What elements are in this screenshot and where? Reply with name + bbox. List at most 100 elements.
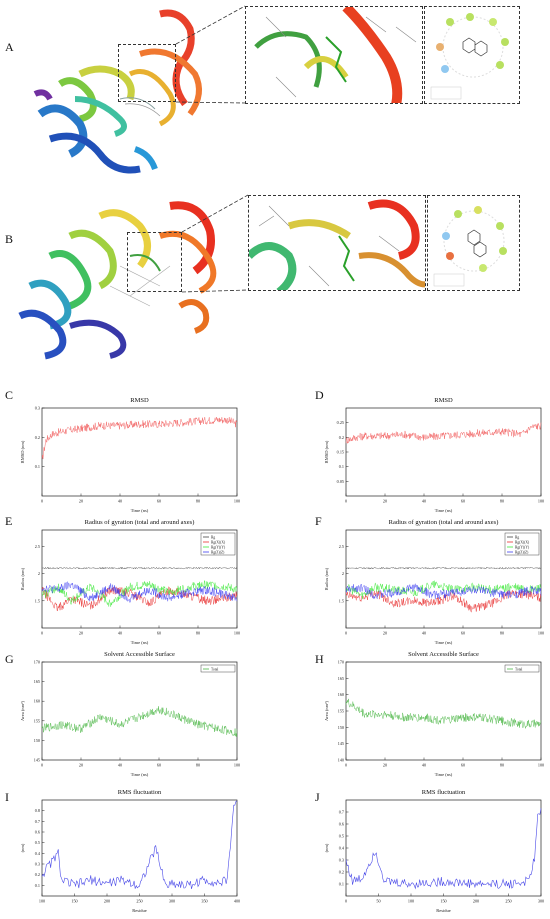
ligand-interaction-map-a	[430, 13, 509, 100]
x-axis-label: Time (ns)	[435, 772, 453, 777]
y-axis-label: (nm)	[324, 843, 329, 852]
y-tick-label: 0.6	[35, 830, 40, 835]
x-tick-label: 0	[345, 763, 347, 768]
y-tick-label: 1.5	[339, 598, 344, 603]
plot-frame	[41, 407, 238, 497]
y-tick-label: 0.2	[339, 435, 344, 440]
x-tick-label: 150	[440, 899, 446, 904]
panel-label-e: E	[5, 514, 13, 528]
chart-title: Radius of gyration (total and around axe…	[85, 519, 195, 526]
x-tick-label: 250	[136, 899, 142, 904]
legend-box	[504, 664, 540, 673]
y-tick-label: 0.1	[339, 882, 344, 887]
y-tick-label: 0.5	[35, 840, 40, 845]
chart-title: Solvent Accessible Surface	[104, 651, 175, 658]
x-tick-label: 0	[345, 899, 347, 904]
chart-svg: Solvent Accessible Surface 0 20 40 60 80 100 14…	[324, 651, 544, 777]
sasa-chart-h: Solvent Accessible Surface 0 20 40 60 80 100 14…	[322, 648, 547, 778]
x-tick-label: 80	[196, 631, 200, 636]
x-tick-label: 100	[538, 631, 544, 636]
y-tick-label: 160	[34, 699, 40, 704]
ligand-interaction-map-b	[433, 206, 507, 287]
series-line-series	[345, 808, 542, 890]
x-axis-label: Residue	[436, 908, 451, 913]
legend-box	[200, 664, 236, 673]
x-tick-label: 50	[376, 899, 380, 904]
x-tick-label: 80	[500, 763, 504, 768]
panel-label-g: G	[5, 652, 14, 666]
x-tick-label: 40	[118, 631, 122, 636]
y-tick-label: 0.8	[35, 808, 40, 813]
x-axis-label: Time (ns)	[435, 640, 453, 645]
x-axis-label: Time (ns)	[435, 508, 453, 513]
series-line-rg	[41, 566, 238, 570]
chart-svg: Solvent Accessible Surface 0 20 40 60 80 100 14…	[20, 651, 240, 777]
plot-frame	[345, 529, 542, 629]
x-tick-label: 400	[234, 899, 240, 904]
y-axis-label: Area (nm²)	[324, 701, 329, 721]
y-tick-label: 145	[34, 758, 40, 763]
y-tick-label: 140	[338, 758, 344, 763]
rmsd-chart-d: RMSD 0 20 40 60 80 100 0.05 0.1 0.15 0.2 0.25 Time (…	[322, 394, 547, 514]
y-tick-label: 160	[338, 692, 344, 697]
x-tick-label: 150	[71, 899, 77, 904]
x-tick-label: 40	[118, 499, 122, 504]
panel-label-f: F	[315, 514, 322, 528]
legend-label: Rg	[211, 535, 215, 539]
radius-of-gyration-chart-f: Radius of gyration (total and around axe…	[322, 516, 547, 646]
chart-svg: Radius of gyration (total and around axe…	[324, 519, 544, 645]
panel-label-j: J	[315, 790, 320, 804]
panel-label-d: D	[315, 388, 324, 402]
y-tick-label: 165	[338, 676, 344, 681]
series-line-rg-y-y-	[41, 580, 238, 607]
x-tick-label: 40	[118, 763, 122, 768]
y-tick-label: 2	[342, 571, 344, 576]
legend-label: Rg(Z)(Z)	[515, 550, 529, 554]
x-tick-label: 80	[196, 499, 200, 504]
binding-site-a	[254, 7, 417, 103]
y-tick-label: 155	[34, 718, 40, 723]
y-tick-label: 0.05	[337, 479, 344, 484]
x-tick-label: 0	[41, 499, 43, 504]
x-tick-label: 300	[538, 899, 544, 904]
y-tick-label: 0.25	[337, 420, 344, 425]
y-tick-label: 0.4	[339, 846, 345, 851]
x-tick-label: 60	[461, 631, 465, 636]
zoom-connector-lines-b	[181, 194, 249, 293]
y-tick-label: 0.7	[339, 810, 344, 815]
plot-frame	[41, 529, 238, 629]
y-tick-label: 150	[338, 725, 344, 730]
y-tick-label: 0.1	[35, 883, 40, 888]
y-axis-label: Radius (nm)	[324, 567, 329, 590]
y-tick-label: 0.3	[35, 406, 40, 411]
plot-frame	[41, 799, 238, 897]
y-tick-label: 0.1	[339, 464, 344, 469]
x-axis-label: Time (ns)	[131, 508, 149, 513]
series-line-rg	[345, 566, 542, 570]
legend-label: Rg(X)(X)	[515, 540, 530, 544]
y-tick-label: 0.4	[35, 851, 41, 856]
chart-svg: Radius of gyration (total and around axe…	[20, 519, 240, 645]
x-axis-label: Residue	[132, 908, 147, 913]
x-tick-label: 60	[461, 763, 465, 768]
y-axis-label: (nm)	[20, 843, 25, 852]
y-tick-label: 0.15	[337, 450, 344, 455]
series-line-series	[345, 422, 542, 444]
zoom-detail-b	[248, 195, 426, 291]
chart-title: RMS fluctuation	[422, 789, 466, 796]
zoom-detail-a	[245, 6, 423, 104]
panel-label-c: C	[5, 388, 14, 402]
interaction-2d-b	[427, 195, 520, 291]
y-tick-label: 0.6	[339, 822, 344, 827]
y-tick-label: 0.5	[339, 834, 344, 839]
y-tick-label: 0.2	[339, 870, 344, 875]
series-line-rg-z-z-	[345, 583, 542, 600]
x-tick-label: 80	[500, 631, 504, 636]
x-axis-label: Time (ns)	[131, 640, 149, 645]
y-tick-label: 145	[338, 741, 344, 746]
legend-label: Rg	[515, 535, 519, 539]
y-tick-label: 2.5	[339, 544, 344, 549]
chart-title: Solvent Accessible Surface	[408, 651, 479, 658]
chart-title: RMS fluctuation	[118, 789, 162, 796]
x-tick-label: 60	[157, 499, 161, 504]
